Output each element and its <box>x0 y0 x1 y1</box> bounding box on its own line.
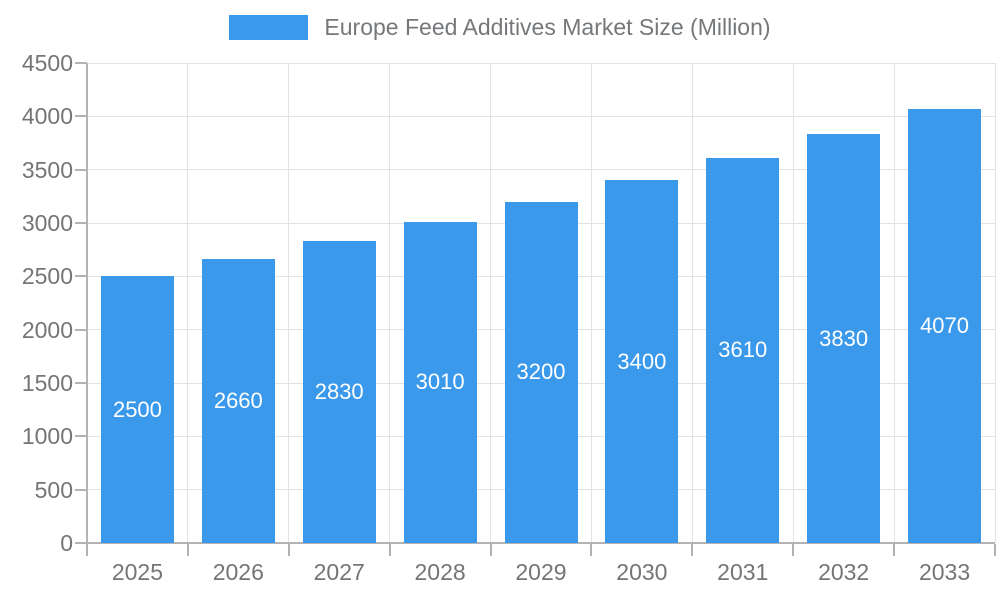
y-axis-tick <box>75 222 87 224</box>
y-axis-label: 2000 <box>21 316 73 343</box>
x-axis-tick <box>893 544 896 556</box>
x-axis-label: 2026 <box>212 559 264 585</box>
gridline-horizontal <box>87 62 995 64</box>
bar-2025[interactable] <box>100 276 174 543</box>
x-axis-label: 2029 <box>515 559 567 585</box>
y-axis-tick <box>75 168 87 171</box>
gridline-vertical <box>893 63 895 543</box>
x-axis-label: 2028 <box>414 559 466 585</box>
x-axis-label: 2025 <box>111 559 164 585</box>
gridline-vertical <box>389 63 391 543</box>
bar-2028[interactable] <box>403 221 477 543</box>
y-axis-label: 4000 <box>21 103 73 130</box>
bar-value-label: 2500 <box>112 396 162 422</box>
y-axis-tick <box>75 328 87 331</box>
bar-2033[interactable] <box>908 108 982 543</box>
y-axis-label: 3000 <box>21 210 73 236</box>
gridline-vertical <box>288 63 290 543</box>
bar-2032[interactable] <box>807 134 881 543</box>
y-axis-tick <box>75 382 87 384</box>
gridline-vertical <box>590 63 592 543</box>
bar-value-label: 3830 <box>819 325 869 351</box>
y-axis-tick <box>75 435 87 438</box>
y-axis-label: 2500 <box>21 263 73 290</box>
y-axis-label: 1000 <box>21 423 73 450</box>
bar-value-label: 3010 <box>415 369 465 395</box>
x-axis-label: 2027 <box>313 559 365 585</box>
gridline-vertical <box>691 63 693 543</box>
bar-value-label: 2830 <box>314 379 364 405</box>
y-axis-tick <box>75 62 87 64</box>
bar-2029[interactable] <box>504 201 578 543</box>
x-axis-tick <box>590 544 593 556</box>
y-axis-line <box>86 63 88 556</box>
bar-value-label: 3200 <box>516 359 566 385</box>
gridline-horizontal <box>87 169 995 171</box>
bar-value-label: 3610 <box>718 337 768 363</box>
x-axis-tick <box>388 544 391 556</box>
x-axis-line <box>75 542 995 544</box>
y-axis-label: 500 <box>34 476 73 503</box>
bar-2030[interactable] <box>605 180 679 543</box>
x-axis-label: 2032 <box>818 559 870 585</box>
y-axis-label: 1500 <box>21 370 73 396</box>
x-axis-tick <box>792 544 795 556</box>
gridline-vertical <box>994 63 996 543</box>
bar-2027[interactable] <box>302 241 376 543</box>
y-axis-tick <box>75 115 87 118</box>
gridline-vertical <box>792 63 794 543</box>
bar-2026[interactable] <box>201 259 275 543</box>
bar-value-label: 3400 <box>617 348 667 374</box>
x-axis-tick <box>994 544 996 556</box>
x-axis-tick <box>186 544 189 556</box>
y-axis-tick <box>75 275 87 278</box>
bar-value-label: 2660 <box>213 388 263 414</box>
gridline-horizontal <box>87 115 995 117</box>
y-axis-label: 0 <box>60 530 73 556</box>
x-axis-tick <box>489 544 492 556</box>
gridline-vertical <box>490 63 492 543</box>
bar-value-label: 4070 <box>920 312 970 338</box>
y-axis-label: 3500 <box>21 156 73 183</box>
plot-area: 0 500 1000 1500 2000 2500 3000 3500 4000 4500 2500… <box>22 51 996 585</box>
x-axis-label: 2033 <box>918 559 971 585</box>
x-axis-tick <box>287 544 290 556</box>
gridline-vertical <box>187 63 189 543</box>
x-axis-label: 2031 <box>717 559 769 585</box>
bar-2031[interactable] <box>706 157 780 543</box>
x-axis-label: 2030 <box>616 559 668 585</box>
legend-label[interactable]: Europe Feed Additives Market Size (Milli… <box>324 14 771 40</box>
x-axis-tick <box>691 544 694 556</box>
y-axis-tick <box>75 488 87 491</box>
legend-swatch[interactable] <box>229 15 309 40</box>
y-axis-label: 4500 <box>21 50 73 76</box>
legend: Europe Feed Additives Market Size (Milli… <box>0 14 1000 41</box>
